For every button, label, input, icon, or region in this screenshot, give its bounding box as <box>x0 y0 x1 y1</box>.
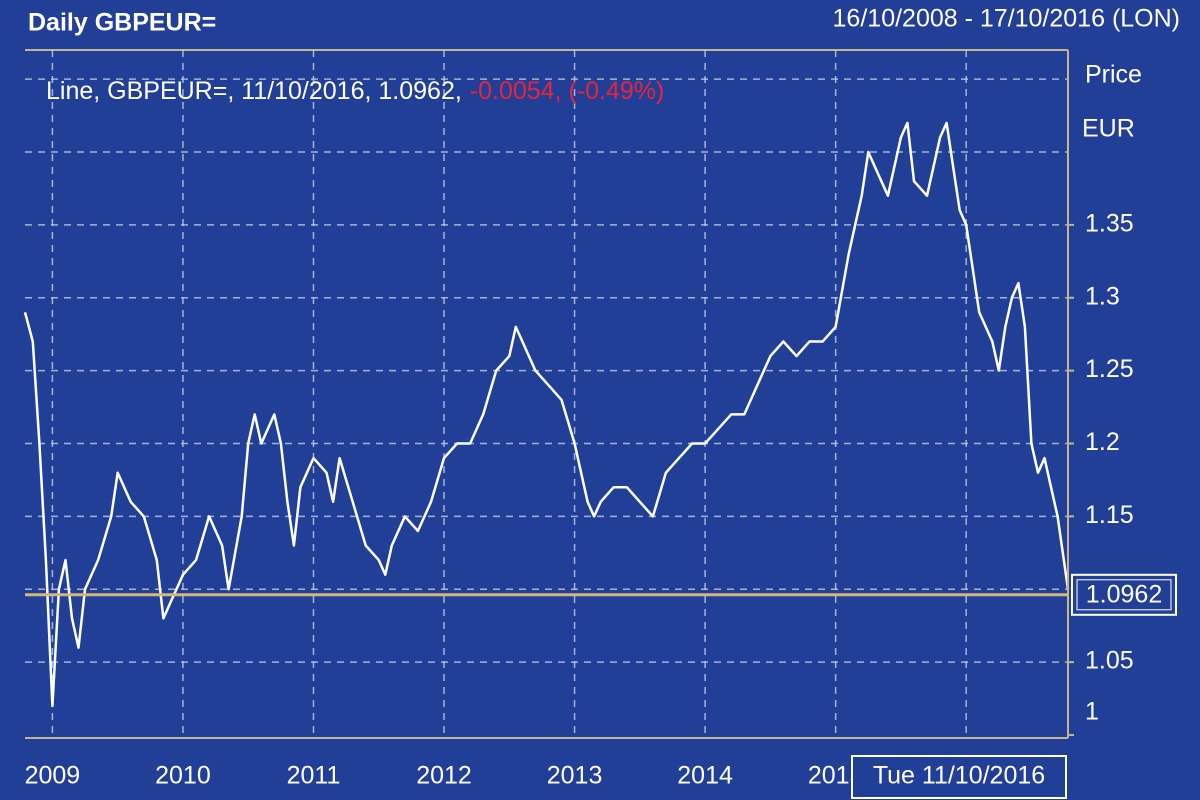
y-axis-label: Price <box>1085 61 1142 89</box>
legend-text: Line, GBPEUR=, 11/10/2016, 1.0962, <box>46 77 462 105</box>
cursor-date-box <box>851 755 1067 799</box>
last-price-label: 1.0962 <box>1086 580 1162 608</box>
y-axis-unit: EUR <box>1082 115 1135 143</box>
legend-change: -0.0054, (-0.49%) <box>470 77 665 105</box>
x-tick-label: 2011 <box>287 762 341 790</box>
y-tick-label: 1.3 <box>1085 282 1120 310</box>
x-tick-label: 2012 <box>416 762 472 790</box>
ticks: 2009201020112012201320142015201611.051.1… <box>25 210 1177 799</box>
cursor-date: Tue 11/10/2016 <box>873 762 1045 790</box>
grid <box>25 50 1068 738</box>
y-tick-label: 1.2 <box>1085 428 1120 456</box>
y-tick-label: 1.25 <box>1085 355 1134 383</box>
y-tick-label: 1.05 <box>1085 647 1134 675</box>
x-tick-label: 2010 <box>155 762 211 790</box>
last-price-box-inner <box>1076 579 1172 611</box>
x-tick-label: 2014 <box>677 762 733 790</box>
chart-title: Daily GBPEUR= <box>28 9 216 37</box>
y-tick-label: 1 <box>1085 698 1099 726</box>
date-range: 16/10/2008 - 17/10/2016 (LON) <box>833 5 1180 33</box>
last-price-box <box>1071 573 1177 616</box>
x-tick-label: 2013 <box>547 762 603 790</box>
marks <box>23 121 1070 708</box>
legend: Line, GBPEUR=, 11/10/2016, 1.0962, -0.005… <box>46 77 664 105</box>
y-tick-label: 1.15 <box>1085 501 1134 529</box>
x-tick-label: 2009 <box>25 762 81 790</box>
y-tick-label: 1.35 <box>1085 210 1134 238</box>
